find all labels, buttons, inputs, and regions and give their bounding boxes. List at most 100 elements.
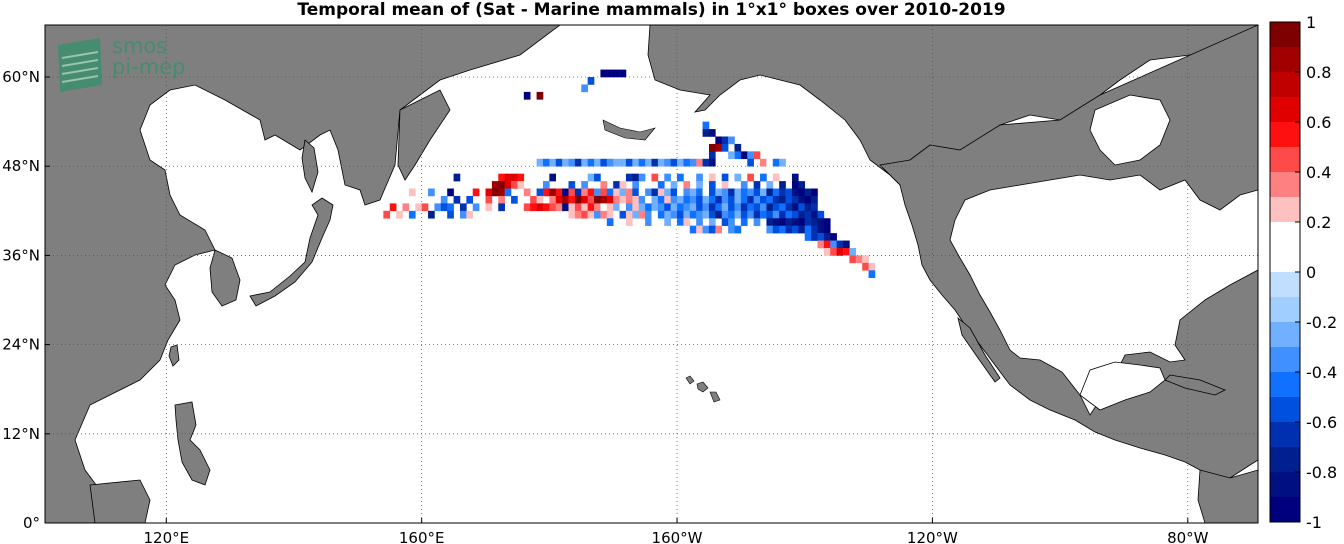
heatmap-cell-271 bbox=[459, 210, 467, 219]
heatmap-cell-297 bbox=[721, 210, 729, 219]
heatmap-cell-370 bbox=[849, 255, 857, 264]
heatmap-cell-164 bbox=[530, 195, 537, 204]
colorbar-label-2: 0.6 bbox=[1306, 113, 1331, 132]
heatmap-cell-199 bbox=[760, 195, 767, 204]
heatmap-cell-150 bbox=[766, 188, 774, 197]
heatmap-cell-97 bbox=[708, 181, 716, 189]
heatmap-cell-239 bbox=[645, 203, 652, 212]
heatmap-cell-121 bbox=[581, 188, 588, 197]
lat-tick-label-0: 0° bbox=[23, 514, 40, 532]
heatmap-cell-41 bbox=[625, 158, 633, 167]
heatmap-cell-174 bbox=[600, 195, 608, 204]
smos-pi-mep-logo: smos pi-mep bbox=[58, 34, 185, 92]
heatmap-cell-328 bbox=[779, 218, 786, 226]
heatmap-cell-342 bbox=[728, 225, 735, 234]
heatmap-cell-302 bbox=[753, 210, 761, 219]
heatmap-cell-353 bbox=[823, 225, 831, 234]
heatmap-cell-270 bbox=[447, 210, 454, 219]
heatmap-cell-30 bbox=[555, 158, 563, 167]
heatmap-cell-335 bbox=[823, 218, 831, 226]
heatmap-cell-331 bbox=[798, 218, 806, 226]
heatmap-cell-343 bbox=[734, 225, 742, 234]
heatmap-cell-77 bbox=[772, 173, 780, 182]
heatmap-cell-234 bbox=[613, 203, 620, 212]
colorbar-label-1: 0.8 bbox=[1306, 63, 1331, 82]
hudson-bay bbox=[1089, 94, 1171, 166]
heatmap-cell-103 bbox=[791, 181, 799, 189]
heatmap-cell-221 bbox=[530, 203, 537, 212]
heatmap-cell-101 bbox=[766, 181, 774, 189]
heatmap-cell-81 bbox=[504, 181, 512, 189]
heatmap-cell-131 bbox=[645, 188, 652, 197]
heatmap-cell-266 bbox=[383, 210, 391, 219]
heatmap-cell-111 bbox=[498, 188, 505, 197]
heatmap-cell-189 bbox=[696, 195, 703, 204]
heatmap-cell-290 bbox=[677, 210, 684, 219]
heatmap-cell-135 bbox=[670, 188, 678, 197]
heatmap-cell-213 bbox=[440, 203, 448, 212]
heatmap-cell-285 bbox=[645, 210, 652, 219]
heatmap-cell-203 bbox=[785, 195, 793, 204]
heatmap-cell-293 bbox=[696, 210, 703, 219]
gulf-of-mexico bbox=[1079, 361, 1166, 411]
heatmap-cell-137 bbox=[683, 188, 691, 197]
heatmap-cell-202 bbox=[779, 195, 786, 204]
heatmap-cell-168 bbox=[562, 195, 569, 204]
heatmap-cell-332 bbox=[804, 218, 812, 226]
heatmap-cell-192 bbox=[715, 195, 723, 204]
heatmap-cell-366 bbox=[836, 247, 844, 256]
heatmap-cell-356 bbox=[817, 233, 825, 241]
heatmap-cell-236 bbox=[625, 203, 633, 212]
heatmap-cell-161 bbox=[485, 195, 493, 204]
heatmap-cell-26 bbox=[766, 158, 774, 167]
heatmap-cell-75 bbox=[747, 173, 754, 182]
heatmap-cell-276 bbox=[587, 210, 595, 219]
heatmap-cell-291 bbox=[683, 210, 691, 219]
colorbar-segment-4 bbox=[1270, 122, 1300, 148]
heatmap-cell-154 bbox=[791, 188, 799, 197]
heatmap-cell-100 bbox=[753, 181, 761, 189]
heatmap-cell-344 bbox=[766, 225, 774, 234]
heatmap-cell-272 bbox=[466, 210, 474, 219]
lat-tick-label-2: 24°N bbox=[2, 336, 40, 354]
heatmap-cell-191 bbox=[708, 195, 716, 204]
heatmap-cell-48 bbox=[670, 158, 678, 167]
heatmap-cell-113 bbox=[523, 188, 531, 197]
heatmap-cell-16 bbox=[740, 151, 748, 160]
heatmap-cell-130 bbox=[638, 188, 646, 197]
heatmap-cell-198 bbox=[753, 195, 761, 204]
axis-labels: 120°E 160°E 160°W 120°W 80°W 0° 12°N 24°N 36°N 48… bbox=[2, 68, 1208, 544]
heatmap-cell-303 bbox=[760, 210, 767, 219]
heatmap-cell-76 bbox=[760, 173, 767, 182]
heatmap-cell-317 bbox=[664, 218, 671, 226]
heatmap-cell-338 bbox=[696, 225, 703, 234]
colorbar-labels: 1 0.8 0.6 0.4 0.2 0 -0.2 -0.4 -0.6 -0.8 -1 bbox=[1295, 13, 1337, 532]
heatmap-cell-284 bbox=[638, 210, 646, 219]
heatmap-cell-181 bbox=[645, 195, 652, 204]
heatmap-cell-79 bbox=[491, 181, 499, 189]
heatmap-cell-207 bbox=[811, 195, 818, 204]
heatmap-cell-54 bbox=[747, 158, 754, 167]
heatmap-cell-316 bbox=[651, 218, 659, 226]
heatmap-cell-363 bbox=[843, 240, 850, 249]
heatmap-cell-279 bbox=[606, 210, 614, 219]
heatmap-cell-216 bbox=[472, 203, 480, 212]
heatmap-cell-340 bbox=[708, 225, 716, 234]
heatmap-cell-109 bbox=[485, 188, 493, 197]
colorbar-segment-1 bbox=[1270, 47, 1300, 73]
heatmap-cell-69 bbox=[664, 173, 671, 182]
heatmap-cell-368 bbox=[849, 247, 857, 256]
heatmap-cell-65 bbox=[625, 173, 633, 182]
heatmap-cell-298 bbox=[728, 210, 735, 219]
heatmap-cell-67 bbox=[638, 173, 646, 182]
heatmap-cell-232 bbox=[600, 203, 608, 212]
heatmap-cell-237 bbox=[632, 203, 640, 212]
heatmap-cell-310 bbox=[804, 210, 812, 219]
colorbar-segment-10 bbox=[1270, 272, 1300, 298]
heatmap-cell-233 bbox=[606, 203, 614, 212]
heatmap-cell-116 bbox=[549, 188, 557, 197]
south-america-landmass bbox=[1197, 469, 1258, 523]
heatmap-cell-262 bbox=[791, 203, 799, 212]
heatmap-cell-57 bbox=[453, 173, 461, 182]
heatmap-cell-60 bbox=[511, 173, 518, 182]
